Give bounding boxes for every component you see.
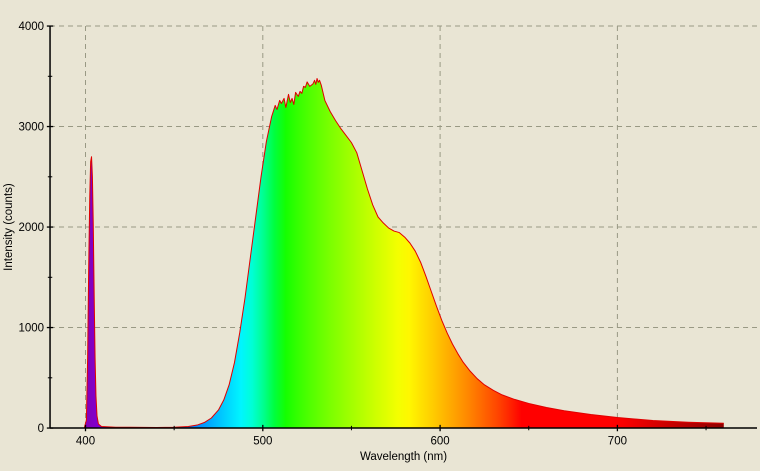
svg-text:700: 700 [608, 435, 627, 447]
svg-text:Intensity (counts): Intensity (counts) [3, 183, 15, 271]
svg-text:400: 400 [76, 435, 95, 447]
svg-text:2000: 2000 [18, 222, 44, 234]
svg-text:4000: 4000 [18, 21, 44, 33]
svg-text:Wavelength (nm): Wavelength (nm) [360, 451, 447, 463]
svg-text:1000: 1000 [18, 323, 44, 335]
svg-text:500: 500 [253, 435, 272, 447]
svg-text:3000: 3000 [18, 122, 44, 134]
svg-text:600: 600 [431, 435, 450, 447]
svg-text:0: 0 [38, 423, 44, 435]
